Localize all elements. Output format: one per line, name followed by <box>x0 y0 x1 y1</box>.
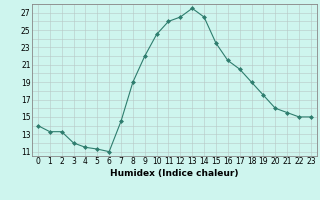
X-axis label: Humidex (Indice chaleur): Humidex (Indice chaleur) <box>110 169 239 178</box>
